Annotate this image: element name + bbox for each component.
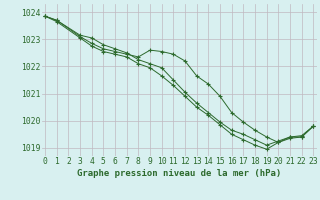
X-axis label: Graphe pression niveau de la mer (hPa): Graphe pression niveau de la mer (hPa) — [77, 169, 281, 178]
